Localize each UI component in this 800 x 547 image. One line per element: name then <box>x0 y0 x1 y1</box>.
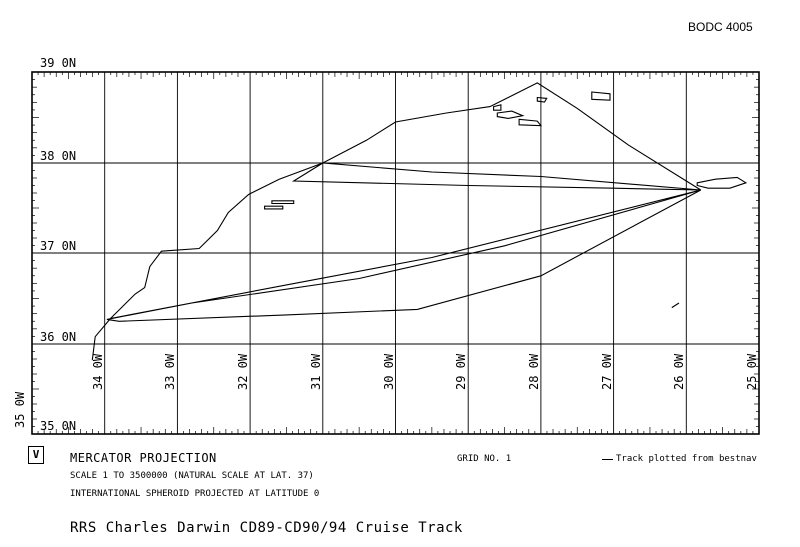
lon-label: 25 0W <box>745 353 759 390</box>
spheroid-label: INTERNATIONAL SPHEROID PROJECTED AT LATI… <box>70 489 320 499</box>
island-outline <box>671 302 680 309</box>
graticule <box>32 72 759 434</box>
reference-label: BODC 4005 <box>688 20 753 34</box>
lon-label: 33 0W <box>163 353 178 390</box>
scale-label: SCALE 1 TO 3500000 (NATURAL SCALE AT LAT… <box>70 471 314 481</box>
lon-label: 27 0W <box>599 353 614 390</box>
bodc-logo: V <box>28 446 44 464</box>
cruise-track-line <box>91 82 702 361</box>
lon-label: 28 0W <box>526 353 541 390</box>
island-outline <box>264 205 284 210</box>
island-outline <box>591 91 611 101</box>
lat-label-35: 35 0N <box>40 419 77 433</box>
lat-label-36: 36 0N <box>40 330 77 344</box>
legend-line-sample <box>602 459 613 460</box>
grid-number-label: GRID NO. 1 <box>457 454 512 464</box>
lat-label-39: 39 0N <box>40 56 77 70</box>
legend-label: Track plotted from bestnav <box>616 454 757 464</box>
lon-label: 32 0W <box>236 353 251 390</box>
island-outline <box>493 104 502 111</box>
projection-label: MERCATOR PROJECTION <box>70 451 217 465</box>
island-outline <box>696 176 748 189</box>
island-outline <box>536 96 548 103</box>
lon-label: 29 0W <box>454 353 469 390</box>
island-outline <box>496 110 525 119</box>
island-outline <box>518 118 543 127</box>
lon-label: 26 0W <box>672 353 687 390</box>
lon-label: 31 0W <box>308 353 323 390</box>
lon-label: 30 0W <box>381 353 396 390</box>
island-outline <box>271 200 295 205</box>
map-frame <box>31 71 760 435</box>
lon-label-35: 35 0W <box>13 391 27 428</box>
lat-label-38: 38 0N <box>40 149 77 163</box>
lat-label-37: 37 0N <box>40 239 77 253</box>
island-outlines <box>264 91 748 309</box>
cruise-title: RRS Charles Darwin CD89-CD90/94 Cruise T… <box>70 520 463 536</box>
lon-label: 34 0W <box>90 353 105 390</box>
